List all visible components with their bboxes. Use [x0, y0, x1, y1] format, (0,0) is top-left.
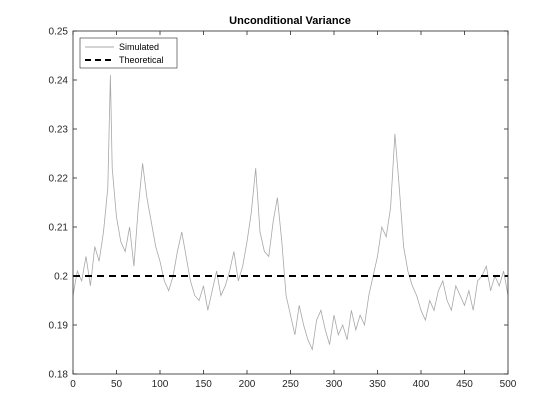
x-tick-label: 100	[152, 379, 169, 390]
y-tick-label: 0.21	[49, 223, 69, 234]
legend-label-1: Theoretical	[119, 55, 164, 65]
x-tick-label: 0	[70, 379, 76, 390]
y-tick-label: 0.19	[49, 321, 69, 332]
y-tick-label: 0.18	[49, 370, 69, 381]
y-tick-label: 0.25	[49, 27, 69, 38]
y-tick-label: 0.23	[49, 125, 69, 136]
x-tick-label: 300	[326, 379, 343, 390]
x-tick-label: 500	[500, 379, 517, 390]
series-line-0	[72, 75, 509, 351]
x-tick-label: 250	[282, 379, 299, 390]
legend: Simulated Theoretical	[79, 37, 178, 69]
x-tick-label: 200	[239, 379, 256, 390]
y-tick-label: 0.24	[49, 76, 69, 87]
x-tick-label: 350	[369, 379, 386, 390]
legend-label-0: Simulated	[119, 42, 159, 52]
plot-area: 0 50 100 150 200 250 300 350 400 450 500 0.18 0.19 0.…	[49, 27, 517, 391]
y-tick-label: 0.22	[49, 174, 69, 185]
legend-box	[79, 37, 178, 69]
chart-title: Unconditional Variance	[229, 15, 351, 27]
x-tick-label: 150	[195, 379, 212, 390]
y-tick-label: 0.2	[54, 272, 68, 283]
x-tick-label: 50	[111, 379, 123, 390]
x-tick-label: 450	[456, 379, 473, 390]
x-tick-label: 400	[413, 379, 430, 390]
